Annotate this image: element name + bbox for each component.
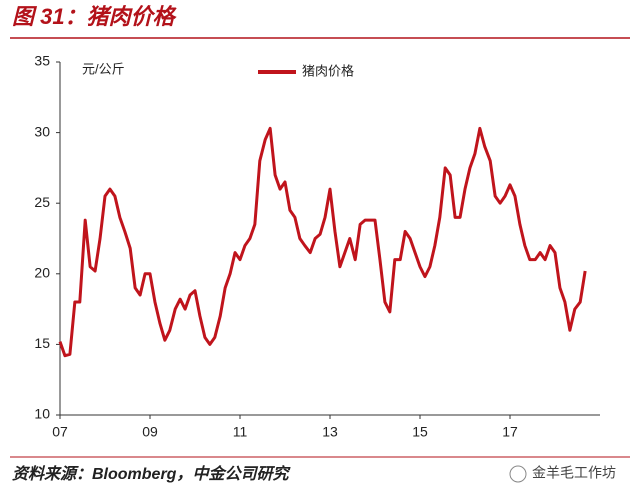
y-tick-label: 10: [34, 406, 50, 422]
source: 资料来源：Bloomberg，中金公司研究: [12, 465, 291, 483]
x-tick-label: 07: [52, 424, 68, 440]
y-tick-label: 20: [34, 265, 50, 281]
x-tick-label: 13: [322, 424, 338, 440]
y-axis-label: 元/公斤: [82, 61, 125, 76]
x-tick-label: 11: [233, 424, 248, 440]
watermark-icon: [509, 465, 527, 483]
x-tick-label: 15: [412, 424, 428, 440]
chart-title: 图 31：猪肉价格: [12, 4, 178, 29]
y-tick-label: 25: [34, 194, 50, 210]
y-tick-label: 35: [34, 53, 50, 69]
y-tick-label: 30: [34, 123, 50, 139]
y-tick-label: 15: [34, 335, 50, 351]
series-line: [58, 126, 587, 358]
x-tick-label: 17: [502, 424, 518, 440]
watermark: 金羊毛工作坊: [532, 465, 616, 481]
legend-label: 猪肉价格: [302, 63, 354, 78]
x-tick-label: 09: [142, 424, 158, 440]
